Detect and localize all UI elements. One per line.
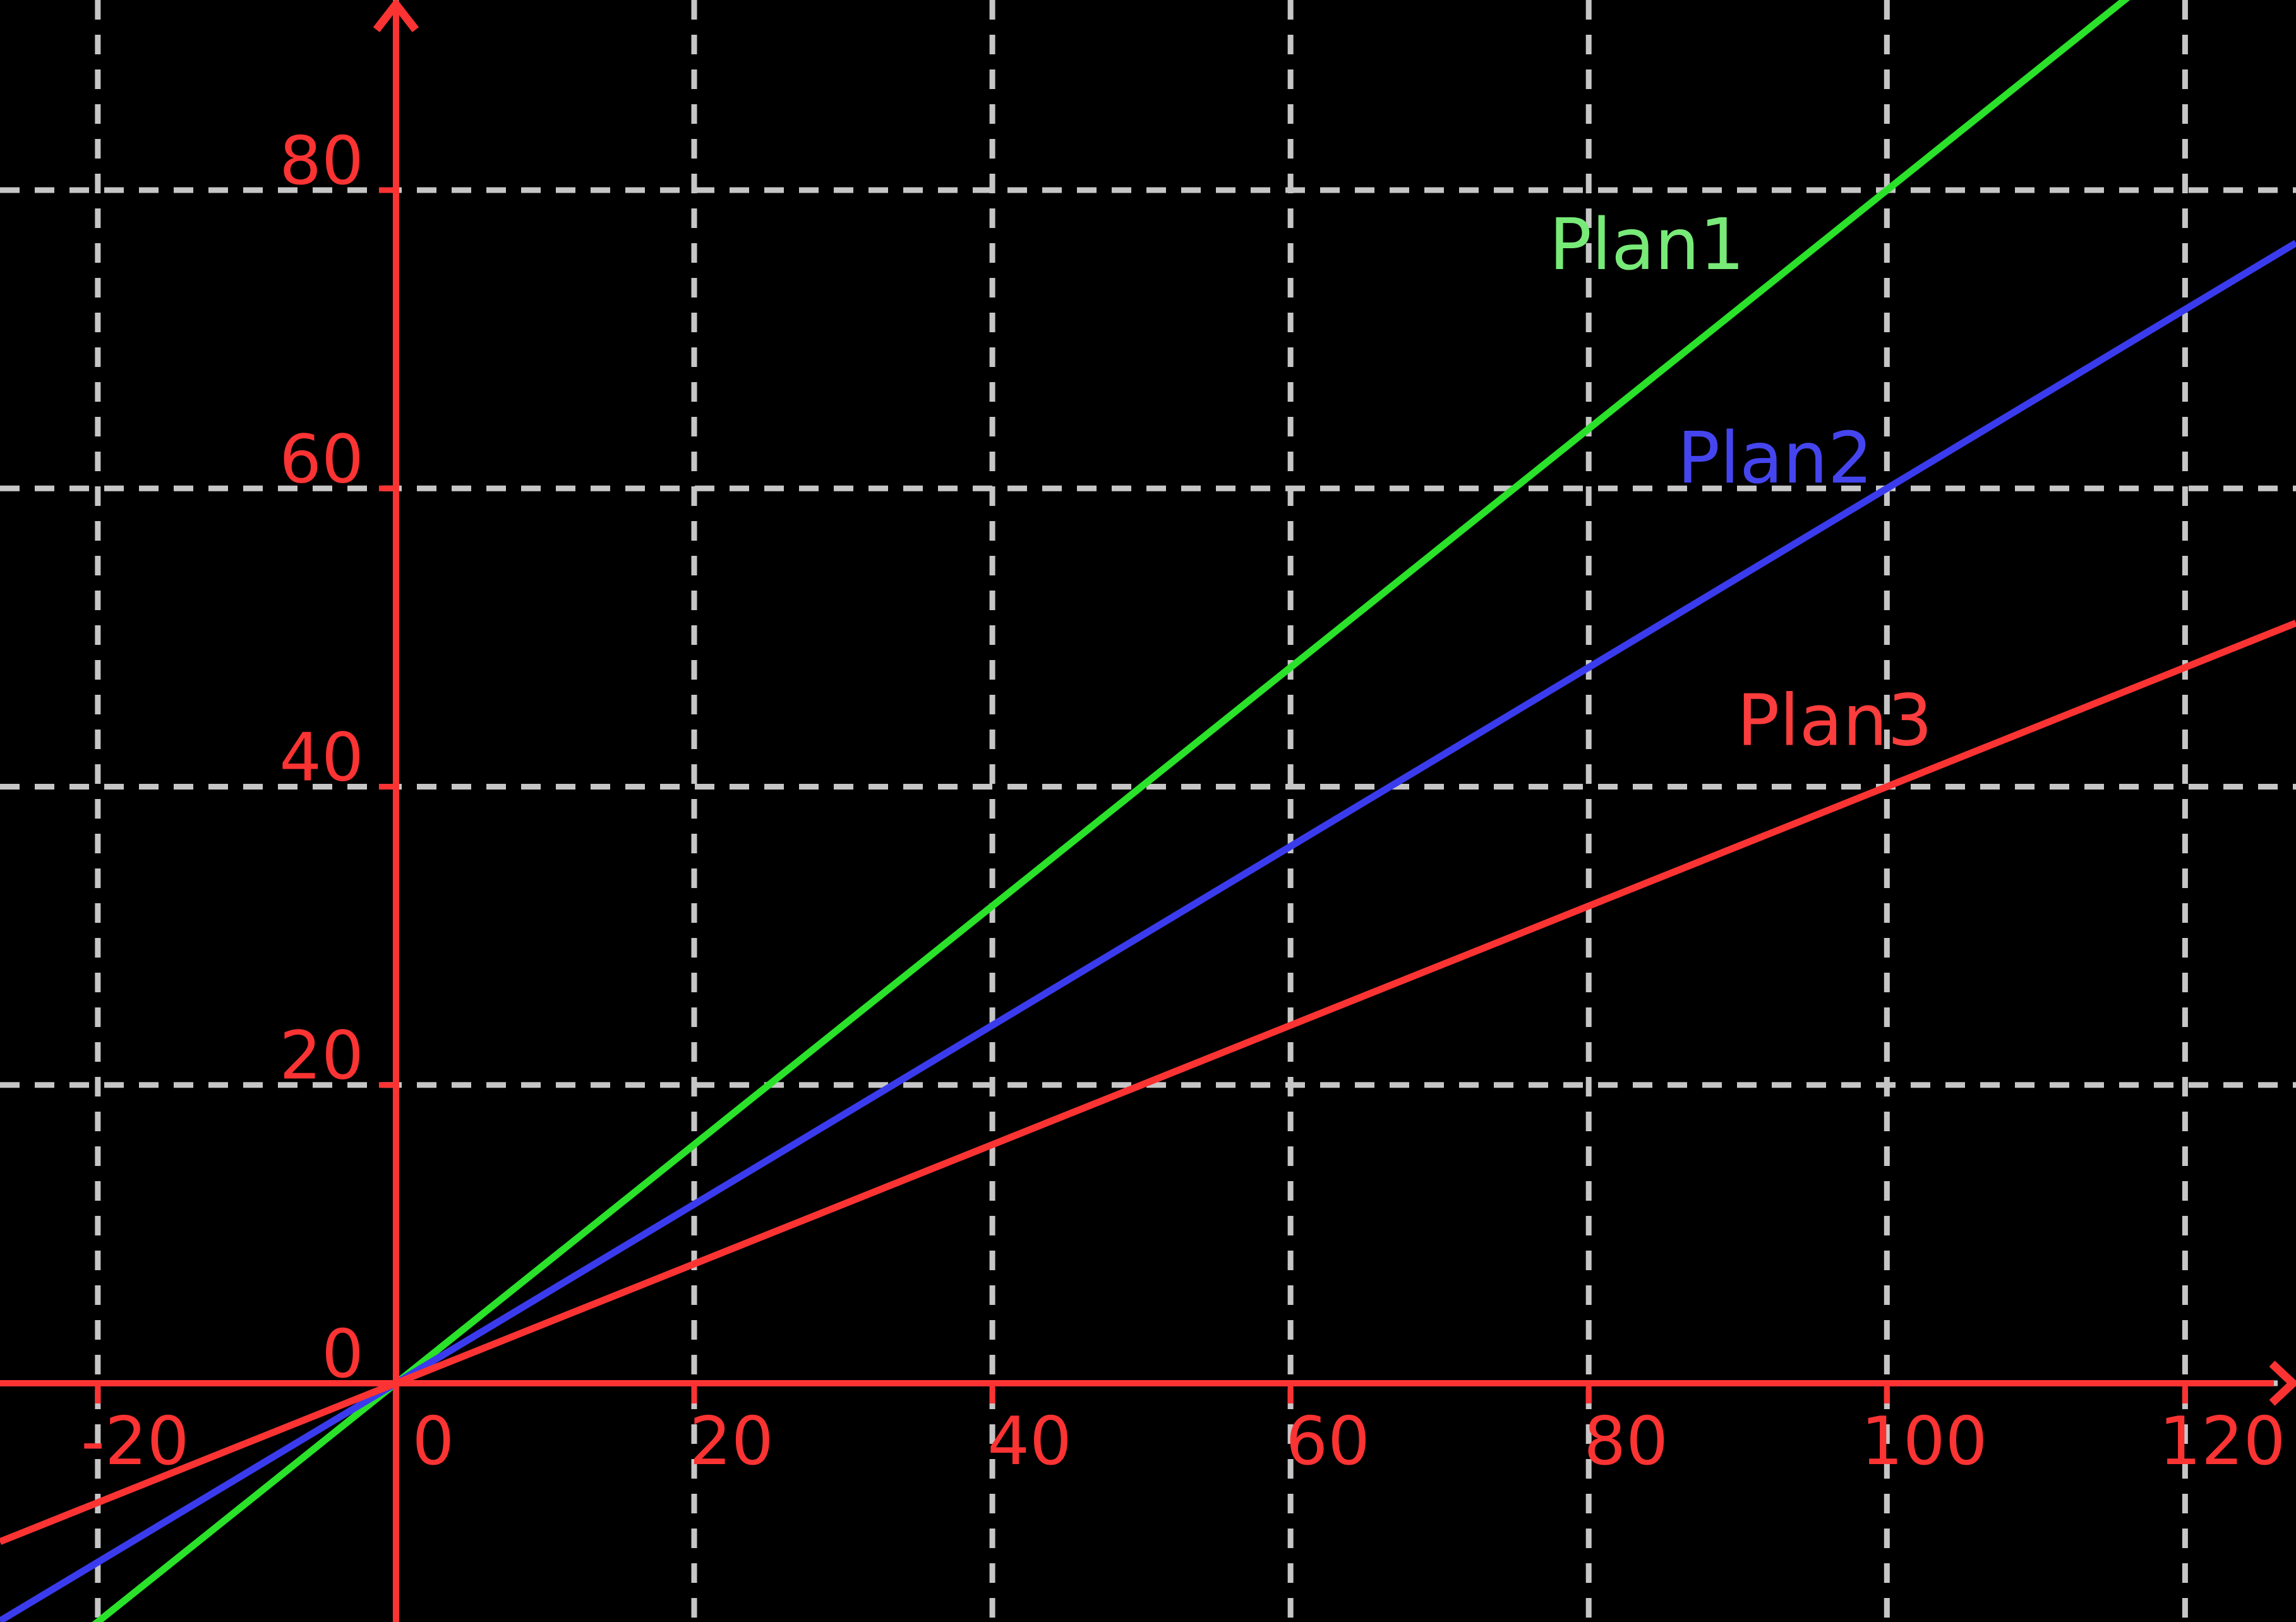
y-axis-arrow-icon (373, 0, 419, 32)
series-label-plan1: Plan1 (1549, 204, 1745, 286)
x-tick-label: 20 (689, 1403, 774, 1480)
y-tick-label: 80 (279, 123, 364, 200)
series-label-plan2: Plan2 (1678, 418, 1873, 500)
x-tick-label: 60 (1285, 1403, 1370, 1480)
y-tick-label: 60 (279, 421, 364, 498)
x-tick-label: 40 (987, 1403, 1072, 1480)
x-tick-label: 100 (1861, 1403, 1987, 1480)
series-label-plan3: Plan3 (1737, 680, 1933, 762)
x-tick-label: 0 (412, 1403, 455, 1480)
y-tick-label: 40 (279, 719, 364, 796)
x-axis-arrow-icon (2269, 1361, 2296, 1406)
x-tick-label: 120 (2159, 1403, 2285, 1480)
series-line-plan3 (0, 620, 2296, 1545)
x-tick-label: 80 (1584, 1403, 1668, 1480)
y-tick-label: 20 (279, 1018, 364, 1095)
y-tick-label: 0 (322, 1316, 364, 1393)
x-tick-label: -20 (81, 1403, 189, 1480)
